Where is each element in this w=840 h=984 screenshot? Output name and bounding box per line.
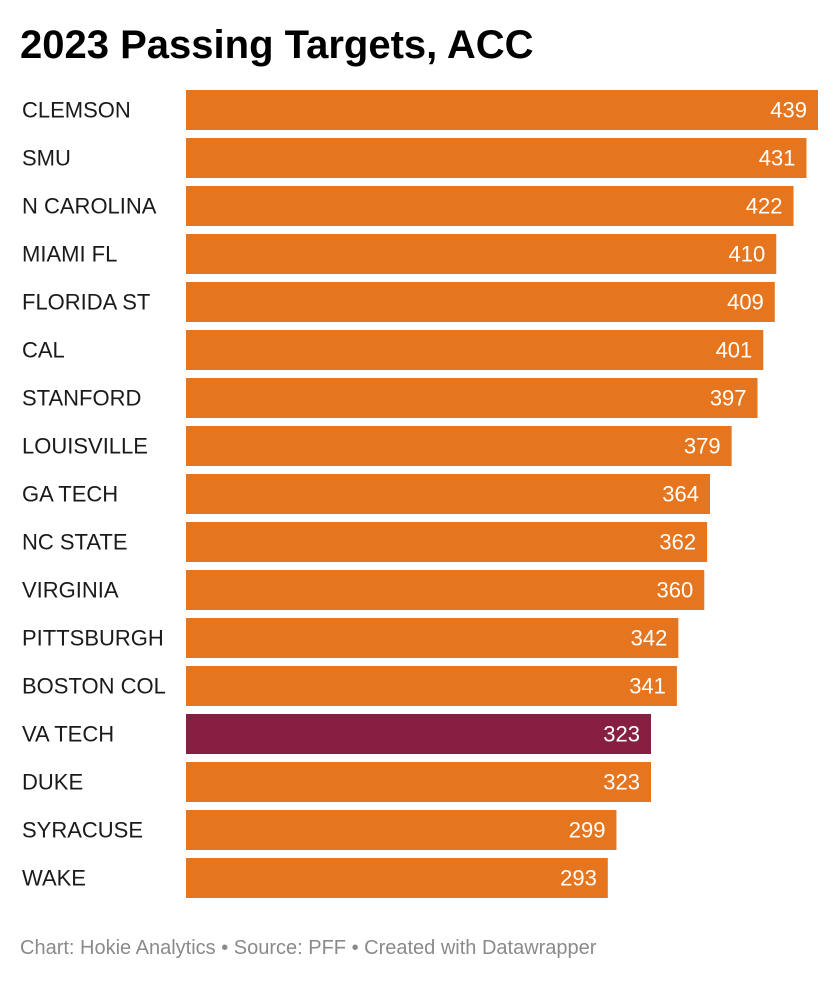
category-label-pittsburgh: PITTSBURGH: [22, 626, 164, 651]
bar-chart: CLEMSON 439 SMU 431 N CAROLINA 422 MIAMI FL 410…: [22, 90, 818, 898]
bar-boston-col: [186, 666, 677, 706]
category-label-wake: WAKE: [22, 866, 86, 891]
value-label-duke: 323: [603, 770, 640, 795]
value-label-louisville: 379: [684, 434, 721, 459]
bar-smu: [186, 138, 807, 178]
value-label-clemson: 439: [770, 98, 807, 123]
category-label-cal: CAL: [22, 338, 65, 363]
category-label-syracuse: SYRACUSE: [22, 818, 143, 843]
bar-cal: [186, 330, 764, 370]
value-label-wake: 293: [560, 866, 597, 891]
bar-n-carolina: [186, 186, 794, 226]
value-label-virginia: 360: [657, 578, 694, 603]
bar-miami-fl: [186, 234, 777, 274]
bar-ga-tech: [186, 474, 711, 514]
bar-louisville: [186, 426, 732, 466]
bar-virginia: [186, 570, 705, 610]
category-label-ga-tech: GA TECH: [22, 482, 118, 507]
category-label-louisville: LOUISVILLE: [22, 434, 148, 459]
value-label-boston-col: 341: [629, 674, 666, 699]
category-label-clemson: CLEMSON: [22, 98, 131, 123]
value-label-cal: 401: [716, 338, 753, 363]
bar-wake: [186, 858, 608, 898]
bar-pittsburgh: [186, 618, 679, 658]
bar-syracuse: [186, 810, 617, 850]
category-label-stanford: STANFORD: [22, 386, 141, 411]
chart-footer: Chart: Hokie Analytics • Source: PFF • C…: [20, 937, 597, 959]
bar-nc-state: [186, 522, 708, 562]
category-label-virginia: VIRGINIA: [22, 578, 119, 603]
category-label-va-tech: VA TECH: [22, 722, 114, 747]
category-label-nc-state: NC STATE: [22, 530, 128, 555]
value-label-miami-fl: 410: [729, 242, 766, 267]
value-label-nc-state: 362: [659, 530, 696, 555]
bar-florida-st: [186, 282, 775, 322]
value-label-va-tech: 323: [603, 722, 640, 747]
chart-title: 2023 Passing Targets, ACC: [20, 23, 534, 67]
value-label-n-carolina: 422: [746, 194, 783, 219]
bar-va-tech: [186, 714, 652, 754]
value-label-florida-st: 409: [727, 290, 764, 315]
bar-stanford: [186, 378, 758, 418]
value-label-smu: 431: [759, 146, 796, 171]
value-label-syracuse: 299: [569, 818, 606, 843]
value-label-pittsburgh: 342: [631, 626, 668, 651]
bar-duke: [186, 762, 652, 802]
category-label-miami-fl: MIAMI FL: [22, 242, 117, 267]
category-label-florida-st: FLORIDA ST: [22, 290, 150, 315]
bar-clemson: [186, 90, 818, 130]
value-label-stanford: 397: [710, 386, 747, 411]
category-label-n-carolina: N CAROLINA: [22, 194, 157, 219]
category-label-boston-col: BOSTON COL: [22, 674, 166, 699]
value-label-ga-tech: 364: [662, 482, 699, 507]
category-label-smu: SMU: [22, 146, 71, 171]
category-label-duke: DUKE: [22, 770, 83, 795]
